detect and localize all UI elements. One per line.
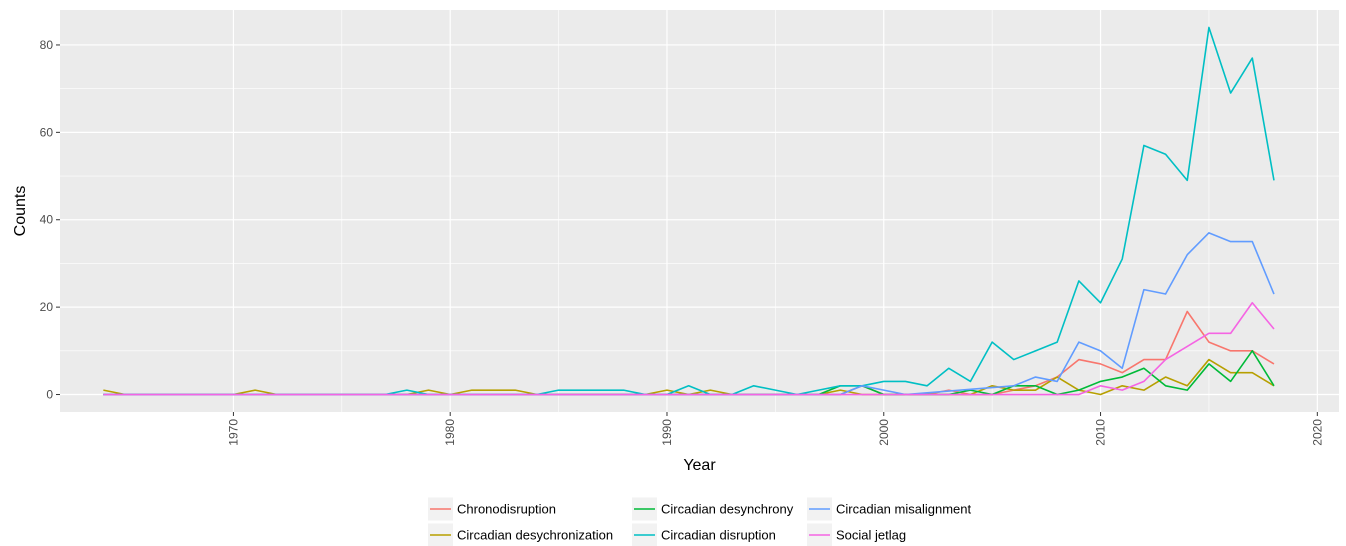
y-tick-label: 40 [40,213,54,227]
x-tick-label: 1980 [443,419,457,446]
series-lines [103,26,1275,396]
legend: Chronodisruption Circadian desychronizati… [428,497,971,546]
x-tick-label: 2020 [1310,419,1324,446]
x-tick-label: 2010 [1094,419,1108,446]
legend-item-social-jetlag: Social jetlag [807,523,906,546]
major-gridlines [60,10,1339,412]
x-tick-label: 2000 [877,419,891,446]
y-axis: 0 20 40 60 80 [40,38,60,402]
legend-item-circadian-desynchrony: Circadian desynchrony [632,497,794,521]
plot-panel [60,10,1339,412]
series-line-circadian-desychronization [103,358,1275,396]
legend-label: Social jetlag [836,528,906,543]
legend-item-circadian-disruption: Circadian disruption [632,523,776,546]
legend-label: Circadian disruption [661,528,776,543]
x-tick-label: 1970 [226,419,240,446]
y-tick-label: 60 [40,125,54,139]
y-tick-label: 20 [40,300,54,314]
legend-label: Circadian desychronization [457,528,613,543]
y-axis-title: Counts [12,186,29,237]
legend-label: Circadian misalignment [836,502,971,517]
legend-label: Circadian desynchrony [661,502,794,517]
legend-label: Chronodisruption [457,502,556,517]
x-tick-label: 1990 [660,419,674,446]
y-tick-label: 0 [46,388,53,402]
x-axis: 1970 1980 1990 2000 2010 2020 [226,412,1324,446]
minor-gridlines [60,10,1339,412]
series-line-circadian-misalignment [103,232,1275,396]
series-line-social-jetlag [103,301,1275,396]
legend-item-circadian-desychronization: Circadian desychronization [428,523,613,546]
x-axis-title: Year [683,457,716,474]
legend-item-chronodisruption: Chronodisruption [428,497,556,521]
y-tick-label: 80 [40,38,54,52]
legend-item-circadian-misalignment: Circadian misalignment [807,497,971,521]
